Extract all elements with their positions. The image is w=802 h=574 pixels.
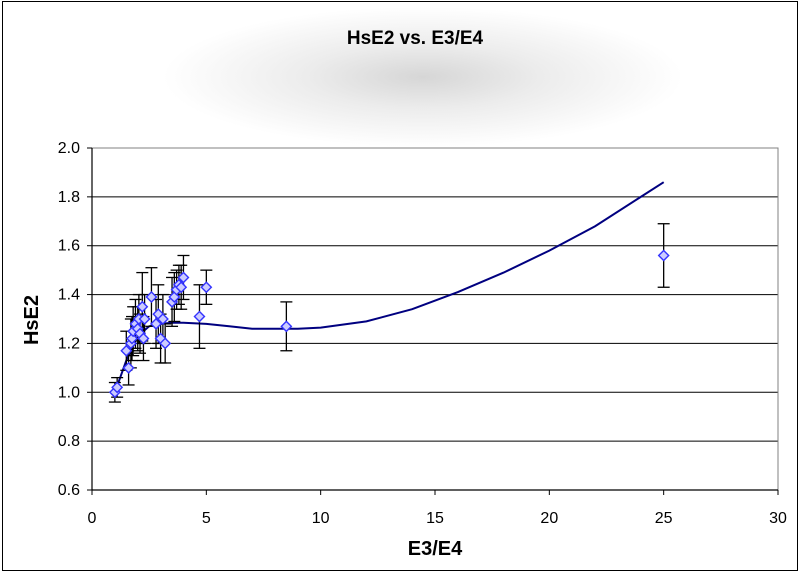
x-tick-label: 20: [540, 510, 558, 527]
plot-background: [92, 148, 778, 490]
x-axis-title: E3/E4: [408, 538, 463, 560]
plot-area: 0.6 0.8 1.0 1.2 1.4 1.6 1.8 2.0 0 5 10 15 20 25 30: [58, 140, 787, 527]
data-point: [126, 332, 139, 345]
data-point: [150, 317, 163, 330]
x-tick-label: 10: [312, 510, 330, 527]
data-point: [657, 249, 670, 262]
data-point: [200, 281, 213, 294]
y-tick-label: 1.0: [58, 384, 80, 401]
data-point: [193, 310, 206, 323]
y-tick-label: 1.6: [58, 238, 80, 255]
y-tick-label: 2.0: [58, 140, 80, 157]
data-point: [156, 313, 169, 325]
y-tick-label: 1.2: [58, 335, 80, 352]
x-tick-label: 5: [202, 510, 211, 527]
data-point: [120, 344, 133, 357]
y-tick-label: 0.6: [58, 482, 80, 499]
data-point: [159, 337, 172, 350]
data-point: [136, 300, 149, 313]
y-axis-title: HsE2: [21, 295, 43, 345]
data-point: [137, 332, 150, 345]
y-tick-label: 1.4: [58, 287, 80, 304]
data-point: [177, 271, 190, 284]
chart-title: HsE2 vs. E3/E4: [347, 28, 484, 49]
x-tick-label: 15: [426, 510, 444, 527]
data-point: [111, 381, 124, 394]
y-tick-label: 0.8: [58, 433, 80, 450]
data-point: [122, 361, 135, 374]
data-point: [280, 320, 293, 333]
data-point: [175, 281, 188, 294]
data-point: [138, 313, 151, 325]
data-point: [145, 291, 158, 304]
x-tick-label: 25: [655, 510, 673, 527]
x-tick-label: 30: [769, 510, 787, 527]
x-tick-label: 0: [88, 510, 97, 527]
y-tick-label: 1.8: [58, 189, 80, 206]
